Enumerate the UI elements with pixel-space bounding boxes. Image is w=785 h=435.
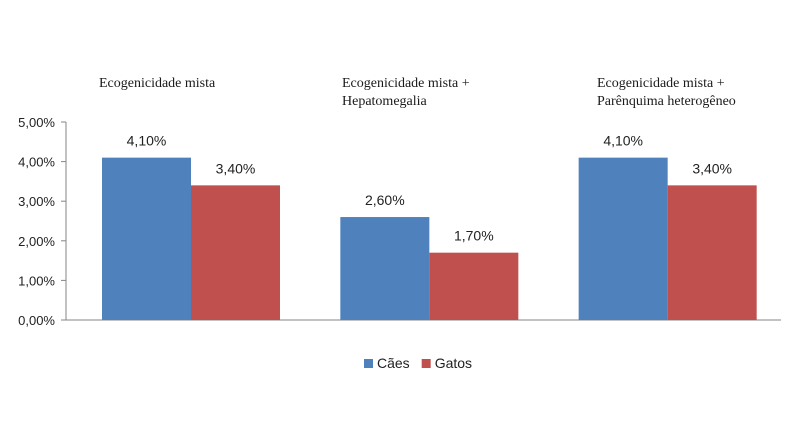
data-label: 3,40%: [692, 160, 732, 176]
category-label: Parênquima heterogêneo: [597, 94, 736, 109]
data-label: 4,10%: [127, 133, 167, 149]
bars: [102, 157, 757, 320]
category-labels: Ecogenicidade mista Ecogenicidade mista +…: [99, 76, 736, 109]
data-label: 2,60%: [365, 192, 405, 208]
y-tick-label: 5,00%: [18, 115, 55, 130]
legend-swatch: [421, 359, 431, 368]
category-label: Ecogenicidade mista +: [342, 76, 470, 91]
y-tick-label: 2,00%: [18, 234, 55, 249]
bar-gatos: [429, 252, 519, 320]
bar-caes: [340, 217, 430, 320]
data-label: 4,10%: [603, 133, 643, 149]
legend-swatch: [364, 359, 373, 368]
y-tick-label: 3,00%: [18, 194, 55, 209]
data-label: 3,40%: [216, 160, 256, 176]
legend-label: Cães: [377, 355, 410, 371]
y-tick-label: 1,00%: [18, 273, 55, 288]
bar-caes: [102, 157, 191, 320]
category-label: Ecogenicidade mista: [99, 76, 216, 91]
legend: Cães Gatos: [364, 355, 472, 371]
data-label: 1,70%: [454, 228, 494, 244]
bar-caes: [578, 157, 668, 320]
y-tick-label: 0,00%: [18, 313, 55, 328]
data-labels: 4,10% 3,40% 2,60% 1,70% 4,10% 3,40%: [127, 133, 732, 244]
legend-label: Gatos: [435, 355, 472, 371]
category-label: Ecogenicidade mista +: [597, 76, 725, 91]
bar-gatos: [667, 185, 757, 320]
bar-gatos: [191, 185, 280, 320]
category-label: Hepatomegalia: [342, 94, 428, 109]
y-tick-label: 4,00%: [18, 155, 55, 170]
